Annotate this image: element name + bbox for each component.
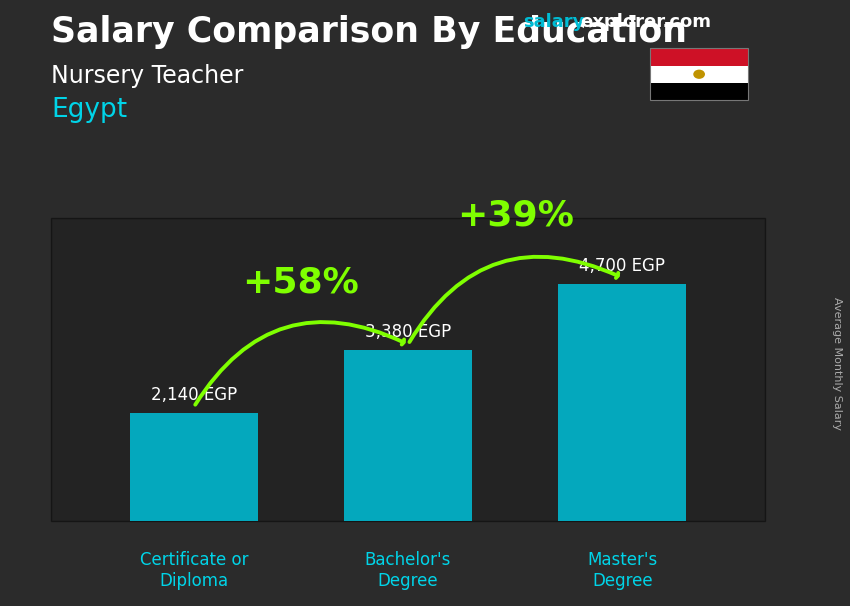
Text: Master's
Degree: Master's Degree (587, 551, 657, 590)
Bar (650, 48, 748, 65)
Text: salary: salary (523, 13, 584, 32)
Bar (343, 350, 473, 521)
Text: Bachelor's
Degree: Bachelor's Degree (365, 551, 451, 590)
Text: 2,140 EGP: 2,140 EGP (150, 386, 237, 404)
FancyBboxPatch shape (51, 218, 765, 521)
Text: +58%: +58% (242, 265, 360, 299)
Text: Certificate or
Diploma: Certificate or Diploma (139, 551, 248, 590)
Text: Salary Comparison By Education: Salary Comparison By Education (51, 15, 687, 49)
Bar (650, 65, 748, 83)
Bar (129, 413, 258, 521)
Text: 4,700 EGP: 4,700 EGP (579, 257, 666, 275)
Circle shape (694, 70, 705, 79)
Text: +39%: +39% (456, 199, 574, 233)
Bar (650, 83, 748, 100)
Bar (558, 284, 687, 521)
Text: Egypt: Egypt (51, 97, 128, 123)
Text: 3,380 EGP: 3,380 EGP (365, 324, 451, 341)
Text: explorer.com: explorer.com (581, 13, 711, 32)
Text: Nursery Teacher: Nursery Teacher (51, 64, 243, 88)
Text: Average Monthly Salary: Average Monthly Salary (832, 297, 842, 430)
